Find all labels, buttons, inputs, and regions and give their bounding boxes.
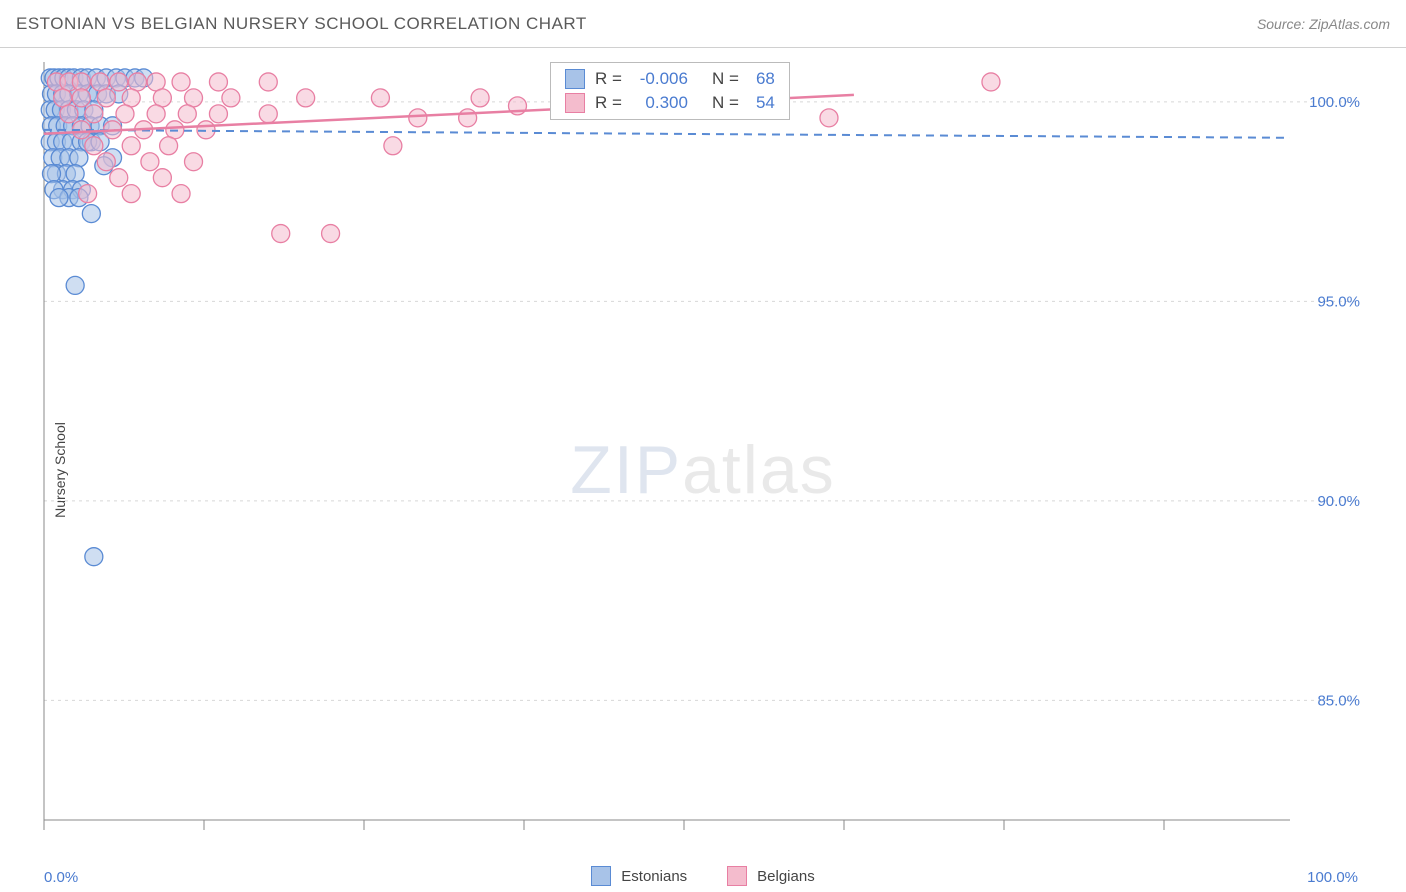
svg-text:95.0%: 95.0% <box>1317 293 1360 310</box>
correlation-legend-row: R = -0.006 N = 68 <box>551 67 789 91</box>
legend-swatch-estonians <box>591 866 611 886</box>
svg-text:90.0%: 90.0% <box>1317 493 1360 510</box>
chart-header: ESTONIAN VS BELGIAN NURSERY SCHOOL CORRE… <box>0 0 1406 48</box>
n-value: 68 <box>749 69 775 89</box>
y-axis-label: Nursery School <box>52 422 68 518</box>
chart-title: ESTONIAN VS BELGIAN NURSERY SCHOOL CORRE… <box>16 14 587 34</box>
svg-text:85.0%: 85.0% <box>1317 692 1360 709</box>
n-value: 54 <box>749 93 775 113</box>
correlation-legend: R = -0.006 N = 68 R = 0.300 N = 54 <box>550 62 790 120</box>
correlation-legend-row: R = 0.300 N = 54 <box>551 91 789 115</box>
legend-swatch-belgians <box>727 866 747 886</box>
source-label: Source: ZipAtlas.com <box>1257 16 1390 32</box>
legend-item-belgians: Belgians <box>727 866 815 886</box>
r-value: 0.300 <box>632 93 688 113</box>
legend-item-estonians: Estonians <box>591 866 687 886</box>
legend-label-estonians: Estonians <box>621 868 687 885</box>
chart-area: Nursery School 85.0%90.0%95.0%100.0% ZIP… <box>0 48 1406 892</box>
correlation-swatch <box>565 69 585 89</box>
correlation-swatch <box>565 93 585 113</box>
scatter-plot-svg: 85.0% 90.0% 95.0% 100.0% <box>0 48 1406 892</box>
legend-label-belgians: Belgians <box>757 868 815 885</box>
r-value: -0.006 <box>632 69 688 89</box>
svg-text:100.0%: 100.0% <box>1309 94 1360 111</box>
series-legend: Estonians Belgians <box>0 866 1406 886</box>
